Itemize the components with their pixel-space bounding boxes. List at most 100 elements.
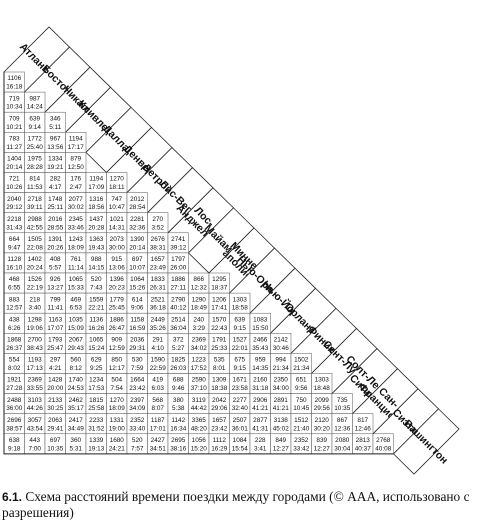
cell-distance: 360 [70, 437, 81, 444]
cell-distance: 1590 [151, 357, 166, 364]
cell-distance: 3138 [274, 417, 289, 424]
matrix-outline [3, 72, 394, 455]
cell-distance: 1334 [48, 156, 63, 163]
cell-time: 33:55 [27, 385, 43, 392]
cell-distance: 2768 [376, 437, 391, 444]
cell-distance: 1921 [7, 377, 22, 384]
cell-distance: 1056 [192, 437, 207, 444]
cell-distance: 1065 [69, 276, 84, 283]
cell-time: 8:12 [70, 365, 83, 372]
cell-time: 22:08 [27, 244, 43, 251]
cell-distance: 1083 [253, 316, 268, 323]
cell-time: 6:26 [8, 325, 21, 332]
cell-time: 17:01 [150, 425, 166, 432]
cell-time: 10:34 [6, 104, 22, 111]
matrix-cell: 926 13:27 [44, 272, 66, 294]
cell-time: 38:57 [6, 425, 22, 432]
cell-time: 9:15 [234, 365, 247, 372]
cell-distance: 817 [357, 417, 368, 424]
matrix-cell: 988 14:15 [85, 252, 107, 274]
cell-distance: 1163 [48, 316, 62, 323]
cell-time: 26:47 [109, 325, 125, 332]
cell-distance: 1505 [28, 236, 43, 243]
cell-time: 31:18 [252, 385, 268, 392]
cell-distance: 2891 [274, 397, 289, 404]
cell-time: 17:17 [68, 144, 84, 151]
cell-time: 25:40 [27, 144, 43, 151]
cell-distance: 866 [193, 276, 204, 283]
cell-distance: 1193 [28, 357, 42, 364]
cell-distance: 1316 [89, 196, 104, 203]
cell-distance: 994 [275, 357, 286, 364]
cell-time: 41:31 [252, 425, 268, 432]
cell-time: 34:00 [273, 385, 289, 392]
cell-distance: 850 [111, 357, 122, 364]
cell-distance: 651 [296, 377, 307, 384]
cell-time: 13:27 [47, 285, 63, 292]
cell-time: 31:43 [6, 224, 22, 231]
cell-distance: 228 [255, 437, 266, 444]
cell-distance: 814 [29, 176, 40, 183]
cell-time: 18:11 [109, 184, 125, 191]
cell-time: 19:43 [88, 244, 104, 251]
cell-time: 20:00 [47, 385, 63, 392]
city-band [392, 408, 460, 475]
cell-distance: 1797 [171, 256, 186, 263]
cell-time: 30:25 [47, 405, 63, 412]
matrix-cell: 438 6:26 [3, 312, 25, 334]
cell-distance: 688 [173, 377, 184, 384]
matrix-cell: 468 6:55 [3, 272, 25, 294]
cell-distance: 297 [50, 357, 61, 364]
cell-time: 18:37 [211, 285, 227, 292]
cell-distance: 2077 [69, 196, 84, 203]
cell-distance: 1223 [192, 357, 207, 364]
cell-distance: 1886 [171, 276, 186, 283]
cell-distance: 1512 [294, 417, 309, 424]
cell-time: 29:06 [211, 405, 227, 412]
matrix-cell: 1083 15:50 [249, 312, 271, 334]
cell-time: 34:02 [191, 345, 207, 352]
matrix-cell: 1106 16:18 [3, 71, 25, 93]
cell-time: 12:50 [68, 164, 84, 171]
cell-distance: 2036 [130, 337, 145, 344]
cell-time: 9:47 [8, 244, 21, 251]
matrix-cell: 639 9:14 [24, 111, 46, 133]
cell-time: 13:56 [47, 144, 63, 151]
cell-time: 22:21 [88, 305, 104, 312]
cell-distance: 926 [50, 276, 61, 283]
cell-distance: 2790 [171, 296, 186, 303]
cell-time: 5:31 [70, 445, 83, 452]
cell-distance: 2369 [192, 337, 207, 344]
cell-distance: 2813 [356, 437, 371, 444]
cell-distance: 1194 [89, 176, 103, 183]
matrix-cell: 697 10:07 [126, 252, 148, 274]
cell-time: 8:02 [8, 365, 21, 372]
cell-time: 7:43 [90, 285, 103, 292]
